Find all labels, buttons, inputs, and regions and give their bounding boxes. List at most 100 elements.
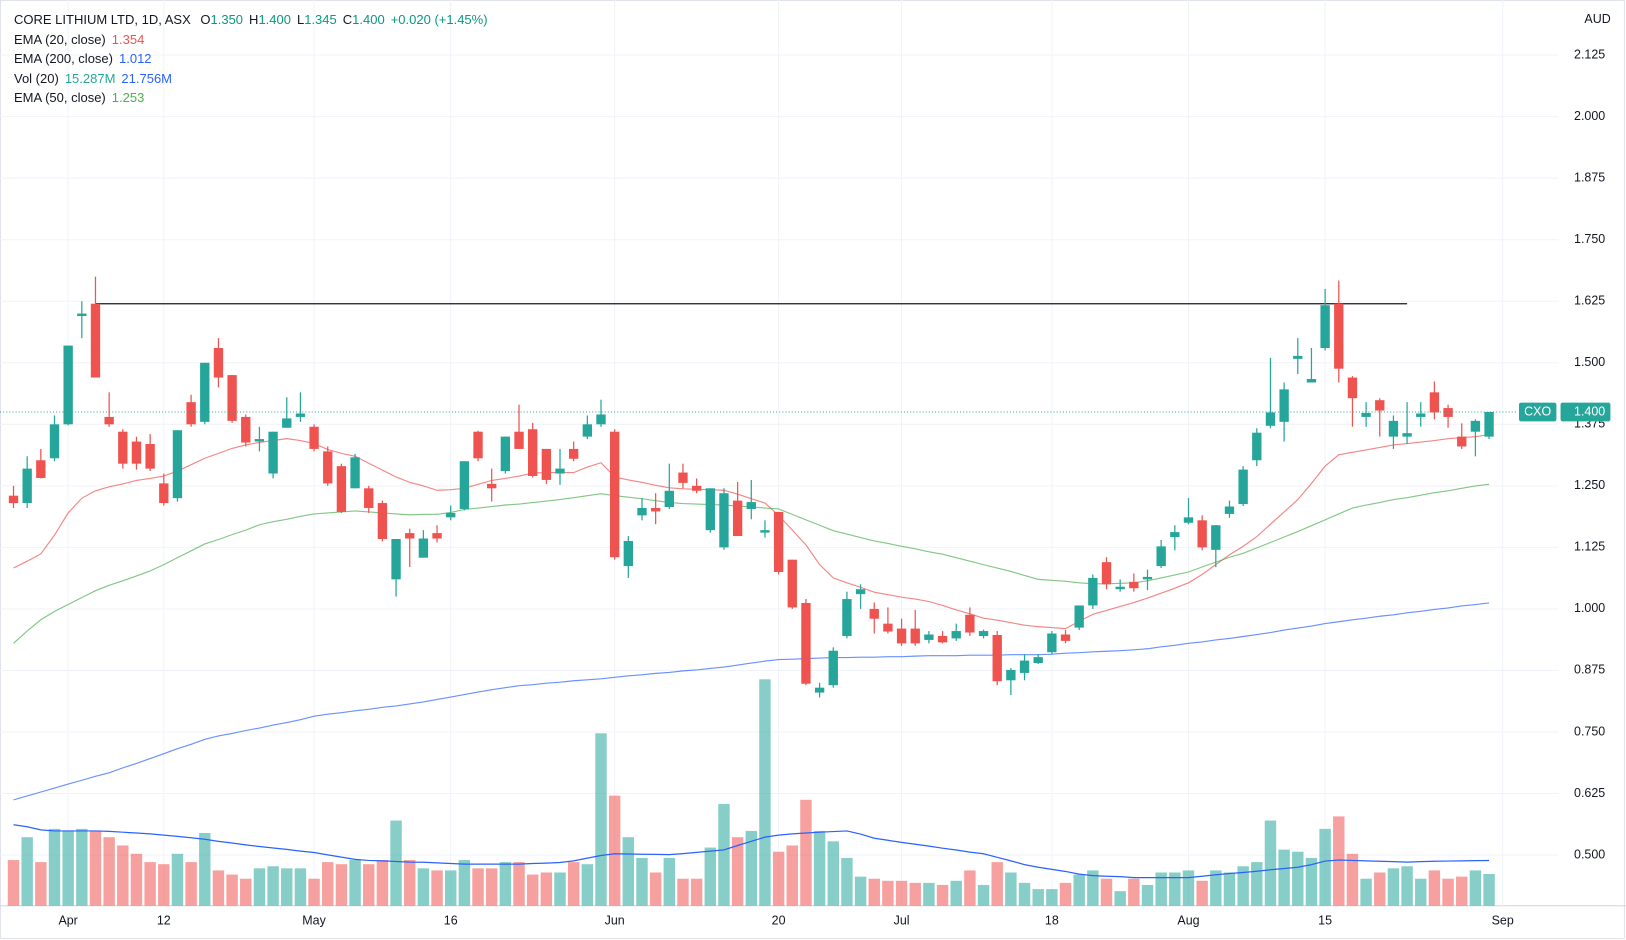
volume-bar (444, 870, 457, 906)
volume-bar (1415, 878, 1427, 906)
candle-body (1306, 379, 1317, 383)
volume-bar (322, 862, 334, 906)
volume-bar (7, 860, 20, 906)
ohlc-label: O (200, 12, 211, 27)
candle-body (596, 414, 606, 425)
candle-body (77, 313, 87, 317)
volume-bar (1401, 866, 1413, 906)
volume-bar (1251, 862, 1263, 906)
volume-bar (786, 845, 798, 906)
y-tick-label: 1.500 (1574, 355, 1605, 369)
legend-name: EMA (50, close) (14, 90, 106, 105)
volume-bar (1374, 872, 1386, 906)
candle-body (500, 436, 511, 472)
candle-body (323, 451, 333, 484)
volume-bar (1360, 878, 1372, 906)
volume-bar (1292, 851, 1304, 906)
volume-bar (294, 868, 307, 906)
candle-body (186, 402, 196, 425)
candle-body (227, 375, 237, 421)
volume-bar (1155, 872, 1167, 906)
candle-body (568, 448, 579, 459)
volume-bar (1059, 882, 1072, 906)
x-tick-label: Aug (1177, 914, 1199, 928)
candle-body (350, 457, 360, 489)
candle-body (1142, 576, 1153, 580)
volume-bar (677, 878, 689, 906)
x-tick-label: 16 (444, 914, 458, 928)
candle-body (924, 634, 934, 640)
x-tick-label: Jun (605, 914, 625, 928)
candle-body (992, 634, 1002, 682)
y-tick-label: 2.000 (1574, 109, 1605, 123)
candle-body (719, 493, 729, 548)
legend-row: Vol (20) 15.287M 21.756M (14, 69, 494, 89)
volume-bar (62, 830, 74, 906)
ohlc-value: 1.400 (352, 12, 385, 27)
candle-body (937, 635, 948, 643)
candle-body (1129, 581, 1139, 589)
candle-body (268, 431, 278, 474)
candle-body (473, 431, 483, 459)
volume-bar (212, 870, 225, 906)
y-tick-label: 0.875 (1574, 663, 1605, 677)
volume-bar (1333, 816, 1345, 906)
volume-bar (458, 860, 471, 906)
candle-body (951, 631, 961, 639)
volume-bar (1141, 884, 1154, 906)
volume-bar (253, 868, 266, 906)
candle-body (1293, 355, 1303, 359)
volume-ma-line (13, 824, 1490, 879)
y-tick-label: 1.125 (1574, 540, 1605, 554)
legend-row: EMA (200, close) 1.012 (14, 49, 494, 69)
candle-body (828, 650, 838, 686)
candle-body (746, 502, 756, 509)
candle-body (869, 608, 879, 619)
candle-body (801, 602, 811, 684)
volume-bar (1210, 870, 1222, 906)
candle-body (104, 416, 114, 425)
candle-body (63, 345, 73, 425)
volume-bar (21, 837, 33, 906)
candle-body (896, 628, 907, 644)
ohlc-value: 1.345 (304, 12, 337, 27)
candle-body (1156, 546, 1166, 567)
candle-body (118, 431, 128, 464)
candle-body (295, 413, 306, 417)
volume-bar (1428, 870, 1441, 906)
legend-value: 1.253 (111, 90, 145, 105)
volume-bar (171, 853, 184, 906)
volume-bar (977, 884, 990, 906)
volume-bar (950, 880, 962, 906)
candle-body (1115, 586, 1125, 590)
volume-bar (923, 882, 935, 906)
candle-body (664, 490, 674, 508)
candle-body (1197, 520, 1207, 548)
volume-bar (48, 828, 61, 906)
volume-bar (964, 870, 976, 906)
ohlc-label: H (249, 12, 259, 27)
volume-bar (813, 830, 826, 906)
symbol-tag: CXO (1524, 404, 1551, 418)
volume-bar (472, 868, 484, 906)
candle-body (1320, 305, 1330, 349)
volume-bar (349, 860, 361, 906)
candle-body (1211, 525, 1221, 550)
volume-bar (622, 837, 635, 906)
volume-bar (704, 847, 717, 906)
candle-body (377, 503, 388, 540)
volume-bar (89, 830, 102, 906)
volume-bar (800, 799, 812, 906)
volume-bar (827, 841, 839, 906)
volume-bar (991, 862, 1003, 906)
volume-bar (308, 878, 320, 906)
volume-bar (663, 857, 676, 906)
candle-body (1429, 392, 1440, 413)
symbol-tag-bg (1518, 402, 1557, 422)
volume-bar (1032, 889, 1044, 906)
candle-body (678, 472, 688, 483)
volume-bar (731, 837, 744, 906)
volume-bar (1305, 857, 1318, 906)
price-tag: 1.400 (1574, 404, 1605, 418)
